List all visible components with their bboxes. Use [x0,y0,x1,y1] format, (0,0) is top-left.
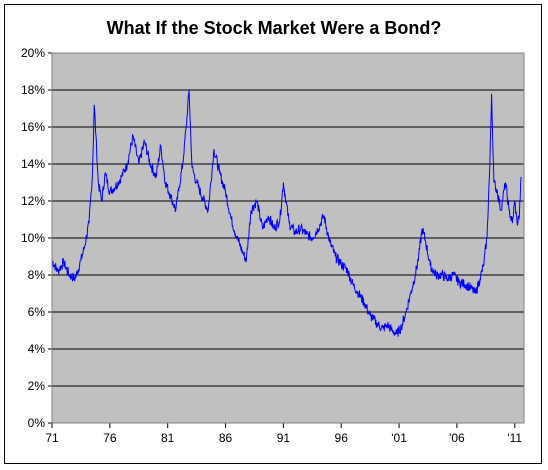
x-tick-label: '06 [449,431,465,445]
y-tick-label: 0% [28,416,46,430]
x-tick-label: 76 [103,431,117,445]
x-axis: 71 76 81 86 91 96 '01 '06 '11 [45,422,524,445]
x-tick-label: 81 [161,431,175,445]
x-tick-label: '11 [507,431,522,445]
chart-title: What If the Stock Market Were a Bond? [106,18,442,38]
y-tick-label: 4% [28,342,46,356]
y-axis: 0% 2% 4% 6% 8% 10% 12% 14% 16% 18% 20% [21,46,53,430]
x-tick-label: 91 [277,431,291,445]
y-tick-label: 2% [28,379,46,393]
x-tick-label: 71 [45,431,59,445]
y-tick-label: 10% [21,231,45,245]
x-tick-label: 86 [219,431,233,445]
y-tick-label: 14% [21,157,45,171]
y-tick-label: 8% [28,268,46,282]
y-tick-label: 18% [21,83,45,97]
y-tick-label: 6% [28,305,46,319]
series-line [51,89,522,337]
x-tick-label: '01 [391,431,407,445]
y-tick-label: 16% [21,120,45,134]
x-tick-label: 96 [335,431,349,445]
y-tick-label: 20% [21,46,45,60]
plot-border [51,52,525,424]
y-tick-label: 12% [21,194,45,208]
